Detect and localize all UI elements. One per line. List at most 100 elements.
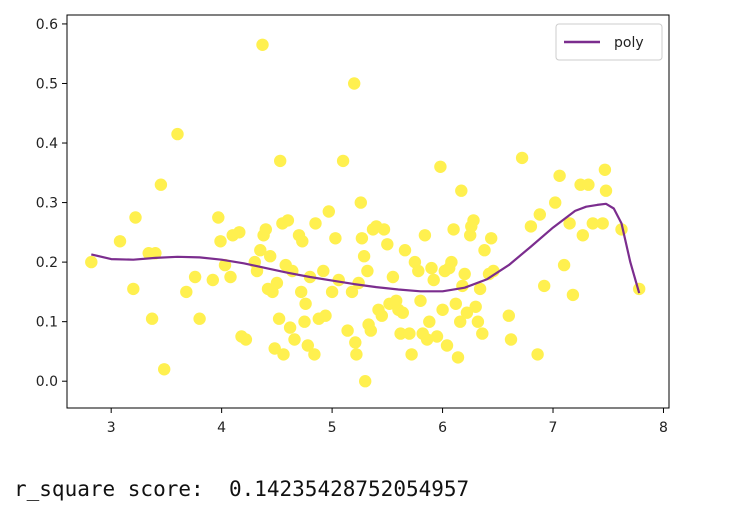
scatter-point-15 <box>214 235 227 248</box>
scatter-point-45 <box>298 315 311 328</box>
legend: poly <box>555 23 663 61</box>
scatter-point-13 <box>206 273 219 287</box>
scatter-point-135 <box>576 229 589 242</box>
scatter-point-110 <box>460 306 474 319</box>
scatter-point-33 <box>272 312 286 325</box>
scatter-point-32 <box>270 276 284 290</box>
scatter-point-106 <box>454 315 467 328</box>
r-square-output: r_square score: 0.14235428752054957 <box>14 477 469 501</box>
y-tick-label-5: 0.5 <box>36 76 58 92</box>
r-square-label: r_square score: <box>14 477 204 501</box>
scatter-point-55 <box>325 285 339 299</box>
scatter-point-118 <box>478 244 491 257</box>
scatter-point-76 <box>377 223 391 236</box>
scatter-point-27 <box>259 223 272 236</box>
scatter-point-82 <box>394 327 407 340</box>
x-tick-label-5: 8 <box>659 420 668 436</box>
scatter-point-116 <box>473 282 487 296</box>
scatter-point-53 <box>319 309 332 322</box>
scatter-point-58 <box>336 154 350 168</box>
scatter-point-125 <box>524 220 538 233</box>
scatter-point-9 <box>171 127 184 141</box>
scatter-point-65 <box>354 196 367 209</box>
scatter-point-117 <box>476 327 489 340</box>
scatter-point-103 <box>447 223 460 236</box>
y-tick-label-2: 0.2 <box>36 255 58 271</box>
scatter-point-95 <box>427 273 440 287</box>
scatter-point-66 <box>355 232 369 245</box>
scatter-point-89 <box>414 294 427 307</box>
scatter-point-79 <box>386 270 400 284</box>
scatter-point-63 <box>350 348 363 361</box>
scatter-point-17 <box>224 270 237 284</box>
scatter-point-96 <box>430 330 444 343</box>
scatter-chart: 3 4 5 6 7 8 0.0 0.1 0.2 0.3 0.4 0.5 0.6 poly <box>36 14 670 436</box>
scatter-point-60 <box>345 285 359 299</box>
scatter-point-46 <box>299 297 312 310</box>
scatter-point-71 <box>364 324 377 337</box>
scatter-point-98 <box>436 303 449 316</box>
scatter-point-105 <box>451 351 465 364</box>
scatter-point-83 <box>396 306 409 319</box>
scatter-point-16 <box>218 258 232 272</box>
x-tick-label-3: 6 <box>438 420 447 436</box>
scatter-point-44 <box>296 235 309 248</box>
scatter-point-41 <box>288 333 301 346</box>
scatter-point-38 <box>281 214 295 227</box>
scatter-point-31 <box>268 342 281 355</box>
scatter-point-34 <box>274 154 287 168</box>
scatter-point-114 <box>469 300 482 313</box>
scatter-point-62 <box>349 336 362 349</box>
scatter-point-129 <box>549 196 562 209</box>
ticks-layer: 3 4 5 6 7 8 0.0 0.1 0.2 0.3 0.4 0.5 0.6 <box>36 17 668 436</box>
legend-label-poly: poly <box>614 35 644 51</box>
scatter-point-39 <box>283 321 297 334</box>
scatter-point-91 <box>418 229 432 242</box>
scatter-point-126 <box>531 348 544 361</box>
scatter-point-3 <box>129 211 142 224</box>
y-tick-label-6: 0.6 <box>36 17 58 33</box>
scatter-point-140 <box>599 184 613 197</box>
scatter-point-56 <box>329 232 342 245</box>
scatter-point-84 <box>398 244 412 257</box>
scatter-point-104 <box>449 297 462 310</box>
scatter-point-11 <box>188 270 202 284</box>
x-tick-label-4: 7 <box>549 420 558 436</box>
y-tick-label-4: 0.4 <box>36 136 58 152</box>
scatter-point-93 <box>423 315 436 328</box>
axes-frame <box>66 14 670 409</box>
scatter-point-21 <box>239 333 253 346</box>
scatter-point-94 <box>425 261 438 275</box>
scatter-point-137 <box>586 217 599 230</box>
marks-layer <box>85 38 646 388</box>
x-tick-label-2: 5 <box>328 420 337 436</box>
scatter-point-75 <box>375 309 388 322</box>
scatter-point-138 <box>596 217 609 230</box>
scatter-point-61 <box>348 77 361 90</box>
scatter-point-1 <box>113 235 127 248</box>
x-tick-label-1: 4 <box>217 420 226 436</box>
scatter-point-133 <box>566 288 580 302</box>
scatter-point-102 <box>445 255 458 269</box>
scatter-point-59 <box>341 324 354 337</box>
scatter-point-128 <box>538 279 551 293</box>
scatter-point-25 <box>256 38 269 51</box>
r-square-value: 0.14235428752054957 <box>228 477 470 501</box>
scatter-point-29 <box>264 250 277 263</box>
scatter-point-7 <box>154 178 168 191</box>
scatter-point-109 <box>458 267 471 281</box>
scatter-point-0 <box>85 255 98 269</box>
scatter-point-115 <box>471 315 485 328</box>
y-tick-label-0: 0.0 <box>36 374 58 390</box>
scatter-point-107 <box>455 184 468 197</box>
scatter-point-6 <box>149 247 162 260</box>
legend-box <box>555 23 663 61</box>
scatter-point-68 <box>359 375 372 388</box>
scatter-point-136 <box>582 178 595 191</box>
scatter-point-36 <box>277 348 290 361</box>
x-tick-label-0: 3 <box>107 420 116 436</box>
scatter-point-123 <box>504 333 518 346</box>
scatter-point-52 <box>317 264 330 278</box>
scatter-point-10 <box>180 285 193 299</box>
scatter-point-85 <box>403 327 416 340</box>
